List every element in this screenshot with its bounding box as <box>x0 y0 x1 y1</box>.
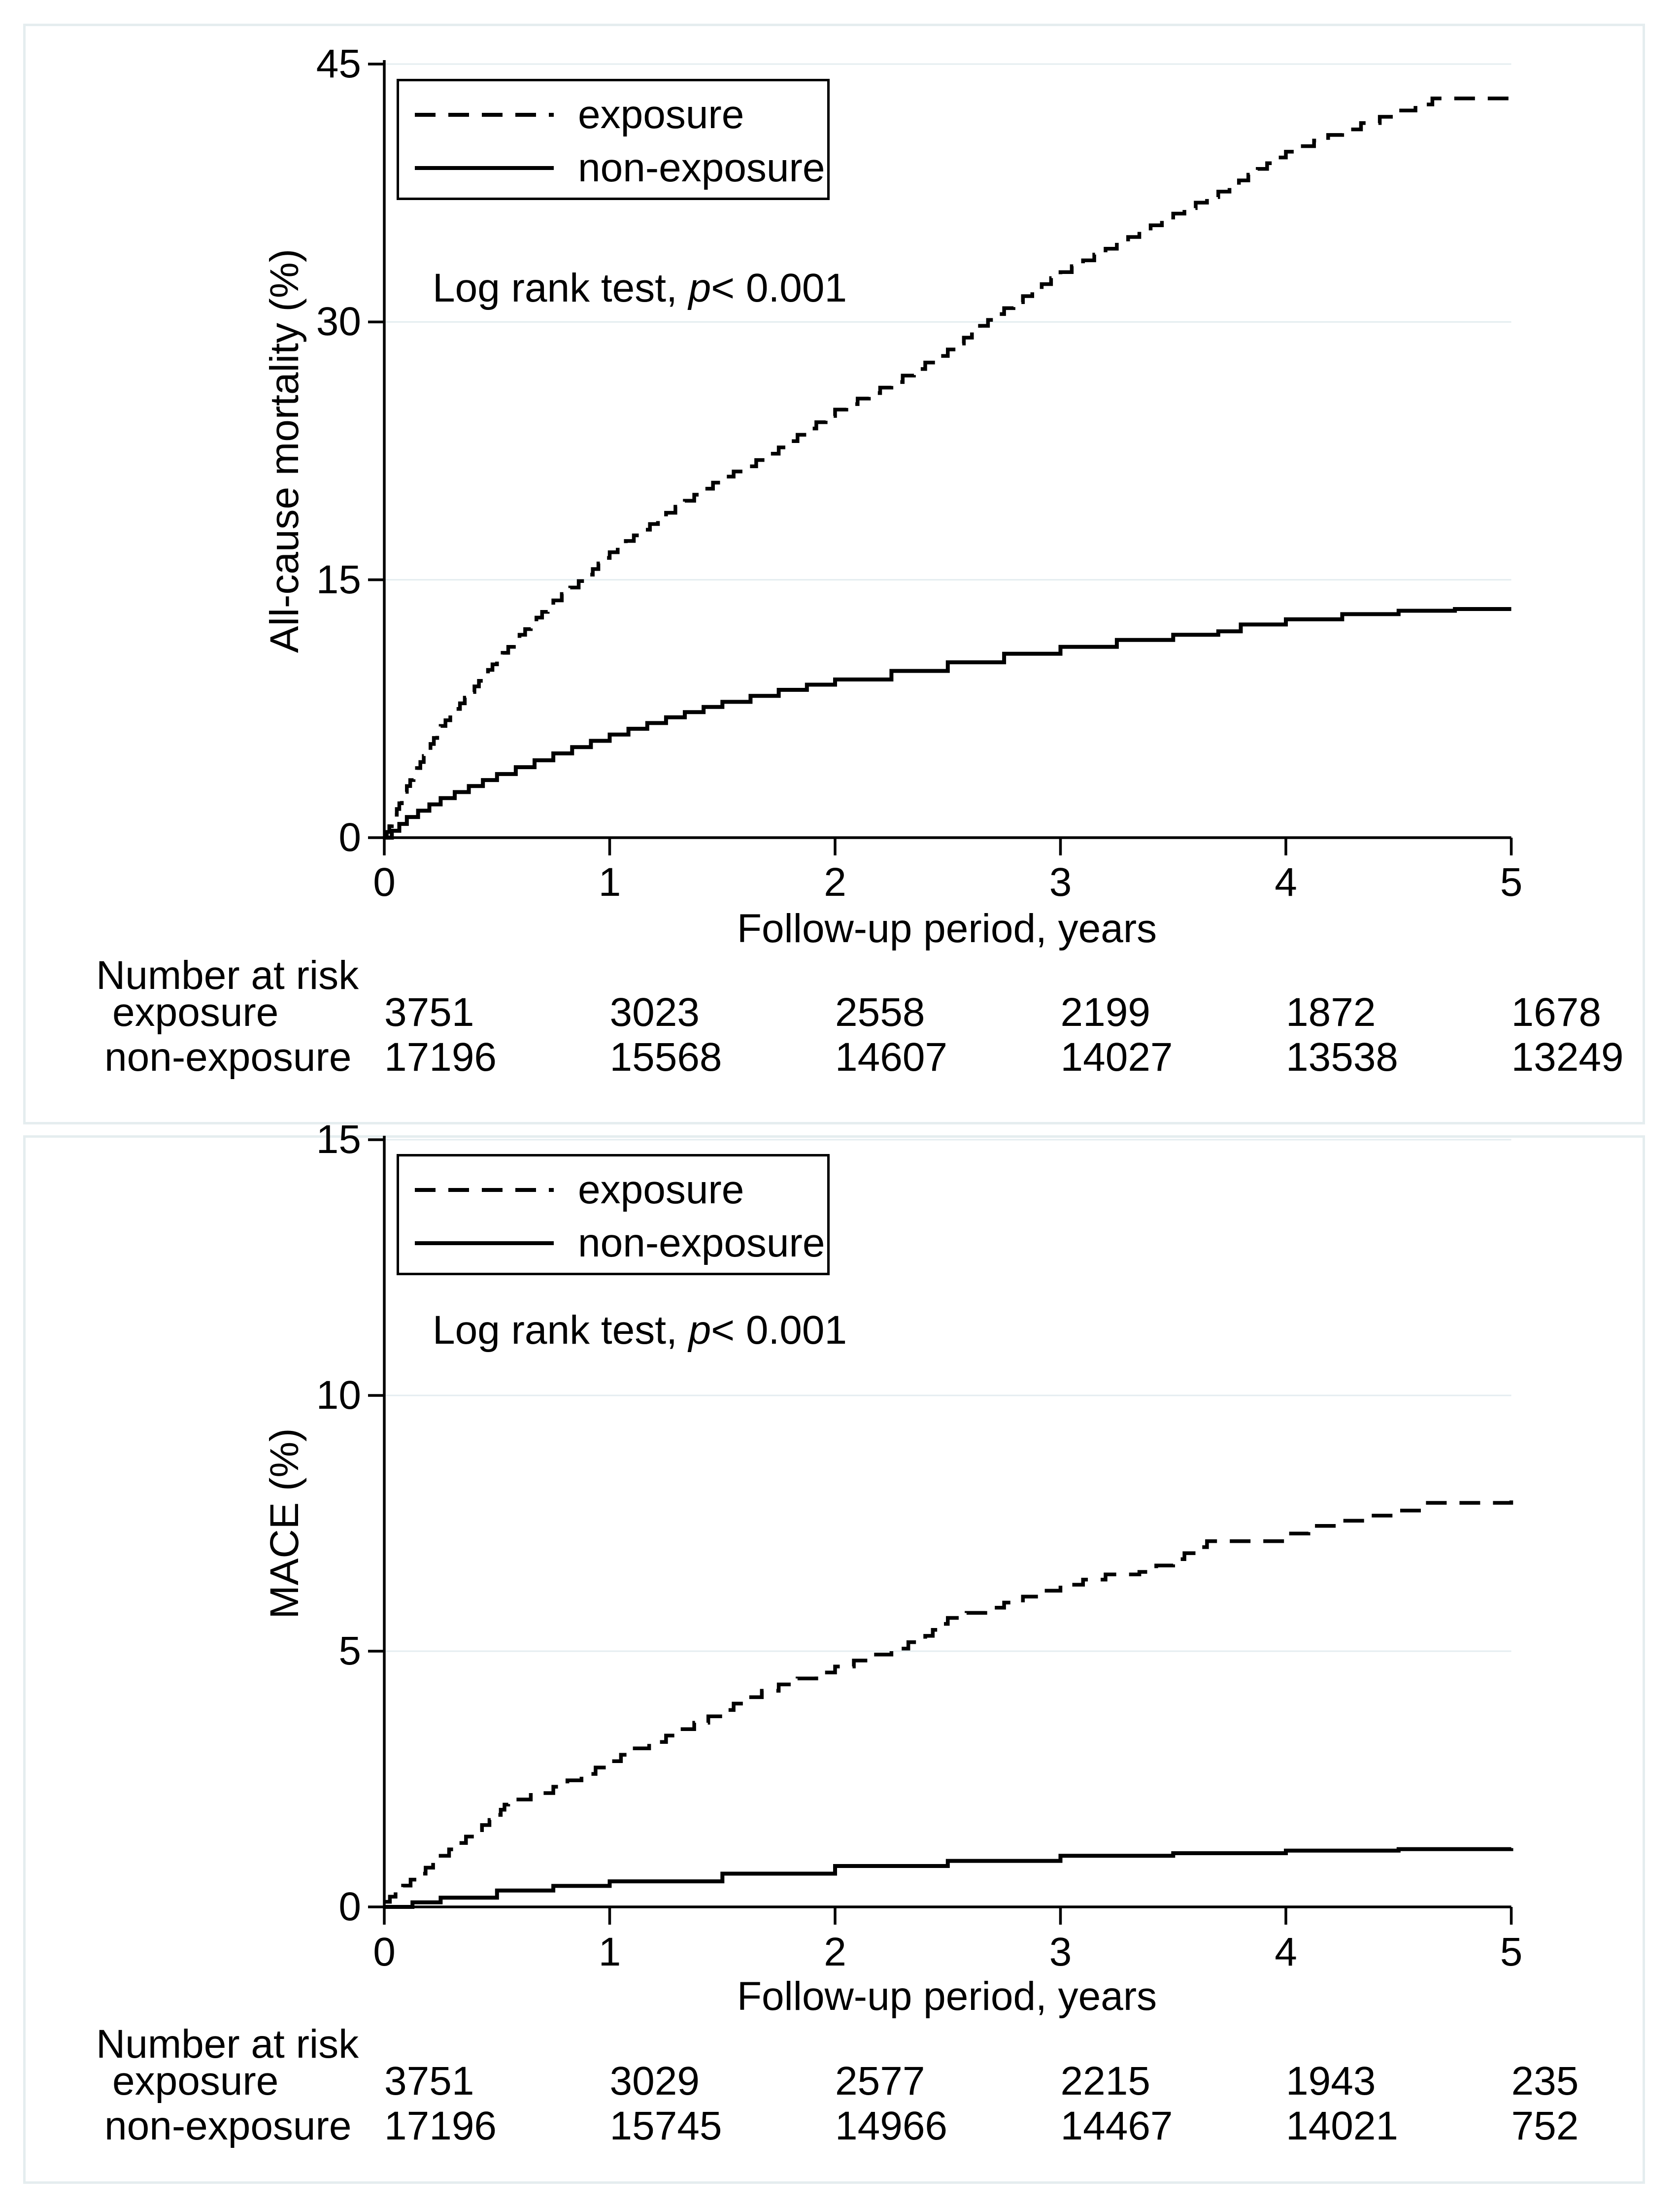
risk-value: 2577 <box>835 2059 925 2104</box>
x-axis-tick-label: 3 <box>1049 860 1072 905</box>
risk-value: 1872 <box>1286 990 1376 1035</box>
log-rank-value: < 0.001 <box>711 266 847 310</box>
risk-value: 1678 <box>1511 990 1601 1035</box>
legend-item-exposure: exposure <box>578 92 744 137</box>
risk-table-title: Number at risk <box>96 953 359 998</box>
risk-value: 2199 <box>1060 990 1150 1035</box>
risk-value: 3023 <box>609 990 700 1035</box>
risk-value: 14021 <box>1286 2104 1399 2148</box>
legend-solid-line-sample <box>415 1241 554 1245</box>
risk-value: 14966 <box>835 2104 948 2148</box>
y-axis-tick-label: 15 <box>316 1117 361 1162</box>
risk-value: 14027 <box>1060 1035 1173 1080</box>
x-axis-tick-label: 5 <box>1500 1930 1523 1974</box>
log-rank-p-symbol: p <box>688 266 711 310</box>
y-axis-label: All-cause mortality (%) <box>262 248 307 653</box>
x-axis-tick-label: 2 <box>824 1930 846 1974</box>
log-rank-annotation: Log rank test, p< 0.001 <box>433 1308 847 1353</box>
risk-value: 2558 <box>835 990 925 1035</box>
x-axis-tick-label: 5 <box>1500 860 1523 905</box>
log-rank-prefix: Log rank test, <box>433 1308 689 1353</box>
risk-value: 15745 <box>609 2104 722 2148</box>
x-axis-label: Follow-up period, years <box>737 906 1157 951</box>
x-axis-label: Follow-up period, years <box>737 1974 1157 2019</box>
risk-value: 14467 <box>1060 2104 1173 2148</box>
legend-dashed-line-sample <box>415 113 554 117</box>
y-axis-tick-label: 30 <box>316 299 361 344</box>
legend-dashed-line-sample <box>415 1188 554 1192</box>
x-axis-tick-label: 1 <box>598 860 621 905</box>
risk-value: 3751 <box>384 990 474 1035</box>
log-rank-p-symbol: p <box>688 1308 711 1353</box>
risk-value: 17196 <box>384 1035 497 1080</box>
risk-row-label-non-exposure: non-exposure <box>104 1035 352 1080</box>
risk-value: 17196 <box>384 2104 497 2148</box>
risk-value: 3029 <box>609 2059 700 2104</box>
legend-item-exposure: exposure <box>578 1167 744 1212</box>
log-rank-prefix: Log rank test, <box>433 266 689 310</box>
x-axis-tick-label: 4 <box>1275 1930 1297 1974</box>
legend-item-non-exposure: non-exposure <box>578 1221 825 1265</box>
y-axis-tick-label: 15 <box>316 557 361 602</box>
x-axis-tick-label: 0 <box>373 1930 396 1974</box>
log-rank-value: < 0.001 <box>711 1308 847 1353</box>
x-axis-tick-label: 4 <box>1275 860 1297 905</box>
y-axis-tick-label: 10 <box>316 1373 361 1418</box>
risk-value: 13538 <box>1286 1035 1399 1080</box>
risk-value: 1943 <box>1286 2059 1376 2104</box>
legend-solid-line-sample <box>415 166 554 170</box>
x-axis-tick-label: 3 <box>1049 1930 1072 1974</box>
risk-value: 14607 <box>835 1035 948 1080</box>
y-axis-tick-label: 45 <box>316 41 361 86</box>
risk-value: 3751 <box>384 2059 474 2104</box>
risk-row-label-exposure: exposure <box>112 2059 279 2104</box>
legend-box: exposure non-exposure <box>397 79 830 200</box>
risk-value: 15568 <box>609 1035 722 1080</box>
risk-row-label-non-exposure: non-exposure <box>104 2104 352 2148</box>
risk-value: 13249 <box>1511 1035 1624 1080</box>
y-axis-tick-label: 5 <box>338 1629 361 1673</box>
legend-item-non-exposure: non-exposure <box>578 145 825 190</box>
legend-box: exposure non-exposure <box>397 1154 830 1275</box>
risk-value: 235 <box>1511 2059 1579 2104</box>
x-axis-tick-label: 2 <box>824 860 846 905</box>
y-axis-label: MACE (%) <box>262 1428 307 1619</box>
risk-value: 752 <box>1511 2104 1579 2148</box>
risk-table-title: Number at risk <box>96 2022 359 2067</box>
x-axis-tick-label: 1 <box>598 1930 621 1974</box>
y-axis-tick-label: 0 <box>338 815 361 860</box>
risk-value: 2215 <box>1060 2059 1150 2104</box>
x-axis-tick-label: 0 <box>373 860 396 905</box>
log-rank-annotation: Log rank test, p< 0.001 <box>433 266 847 310</box>
y-axis-tick-label: 0 <box>338 1884 361 1929</box>
risk-row-label-exposure: exposure <box>112 990 279 1035</box>
